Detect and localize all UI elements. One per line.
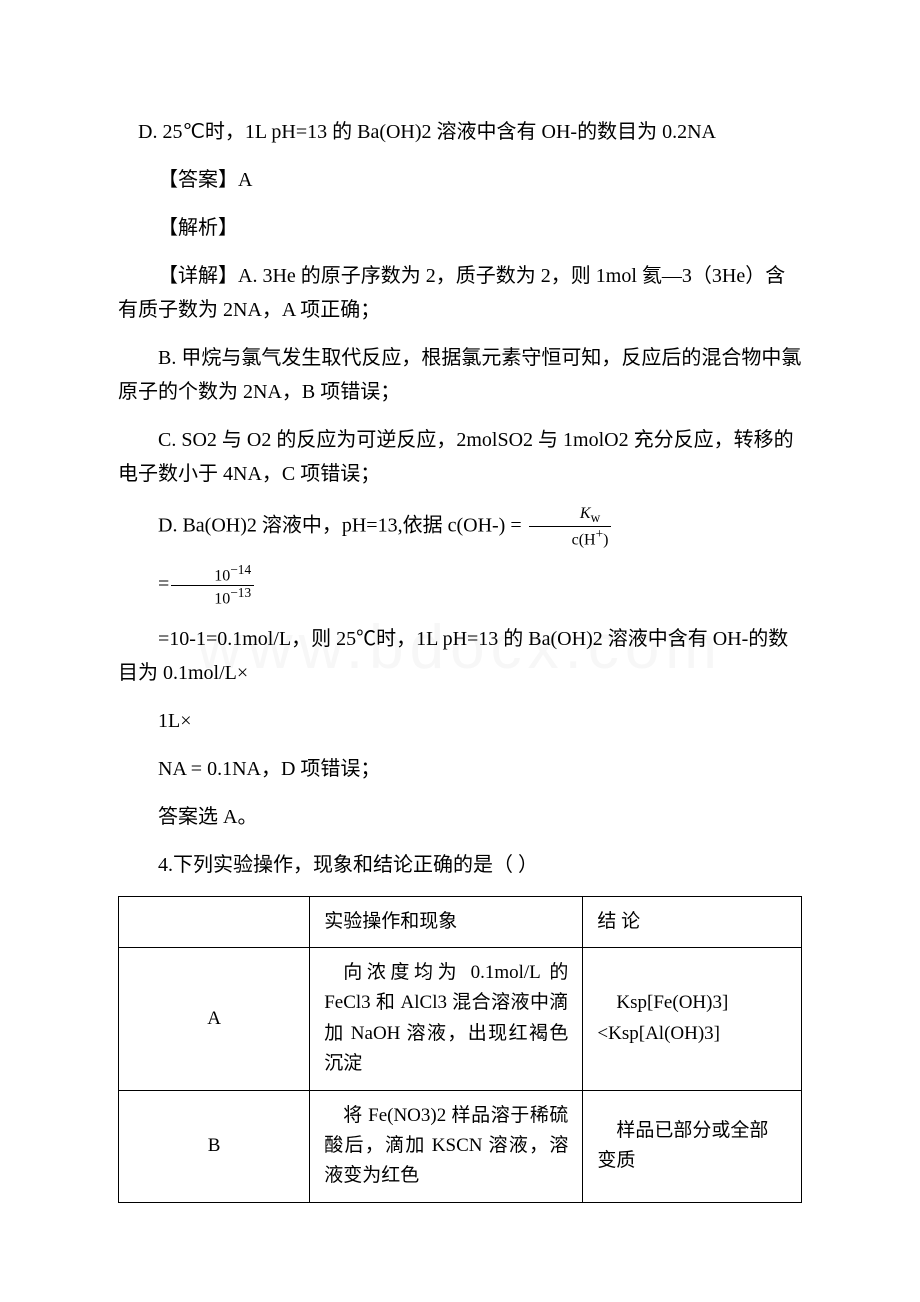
detail-c: C. SO2 与 O2 的反应为可逆反应，2molSO2 与 1molO2 充分… — [118, 423, 802, 491]
row-a-label: A — [119, 948, 310, 1091]
detail-d-text: D. Ba(OH)2 溶液中，pH=13,依据 c(OH-) = — [158, 514, 527, 536]
answer-choice: 答案选 A。 — [118, 800, 802, 834]
table-row: B 将 Fe(NO3)2 样品溶于稀硫酸后，滴加 KSCN 溶液，溶液变为红色 … — [119, 1090, 802, 1202]
fraction-kw: Kwc(H+) — [529, 505, 612, 549]
fraction-powers: 10−1410−13 — [171, 563, 254, 608]
row-a-operation: 向浓度均为 0.1mol/L 的 FeCl3 和 AlCl3 混合溶液中滴加 N… — [310, 948, 583, 1091]
analysis-label: 【解析】 — [118, 211, 802, 245]
option-d-text: D. 25℃时，1L pH=13 的 Ba(OH)2 溶液中含有 OH-的数目为… — [118, 115, 716, 149]
header-col1 — [119, 896, 310, 947]
row-a-conclusion: Ksp[Fe(OH)3]<Ksp[Al(OH)3] — [583, 948, 802, 1091]
detail-b: B. 甲烷与氯气发生取代反应，根据氯元素守恒可知，反应后的混合物中氯原子的个数为… — [118, 341, 802, 409]
answer-label: 【答案】A — [118, 163, 802, 197]
detail-d-line1: D. Ba(OH)2 溶液中，pH=13,依据 c(OH-) = Kwc(H+) — [118, 505, 802, 549]
row-b-label: B — [119, 1090, 310, 1202]
table-row: A 向浓度均为 0.1mol/L 的 FeCl3 和 AlCl3 混合溶液中滴加… — [119, 948, 802, 1091]
detail-d-line5: NA = 0.1NA，D 项错误； — [118, 752, 802, 786]
detail-a: 【详解】A. 3He 的原子序数为 2，质子数为 2，则 1mol 氦—3（3H… — [118, 259, 802, 327]
header-col3: 结 论 — [583, 896, 802, 947]
detail-d-line4: 1L× — [118, 704, 802, 738]
question-4: 4.下列实验操作，现象和结论正确的是（ ） — [118, 848, 802, 882]
row-b-conclusion: 样品已部分或全部变质 — [583, 1090, 802, 1202]
row-b-operation: 将 Fe(NO3)2 样品溶于稀硫酸后，滴加 KSCN 溶液，溶液变为红色 — [310, 1090, 583, 1202]
equals-sign: = — [158, 573, 169, 595]
detail-d-line3: =10-1=0.1mol/L，则 25℃时，1L pH=13 的 Ba(OH)2… — [118, 622, 802, 690]
experiment-table: 实验操作和现象 结 论 A 向浓度均为 0.1mol/L 的 FeCl3 和 A… — [118, 896, 802, 1203]
header-col2: 实验操作和现象 — [310, 896, 583, 947]
table-header-row: 实验操作和现象 结 论 — [119, 896, 802, 947]
detail-d-line2: =10−1410−13 — [118, 563, 802, 608]
